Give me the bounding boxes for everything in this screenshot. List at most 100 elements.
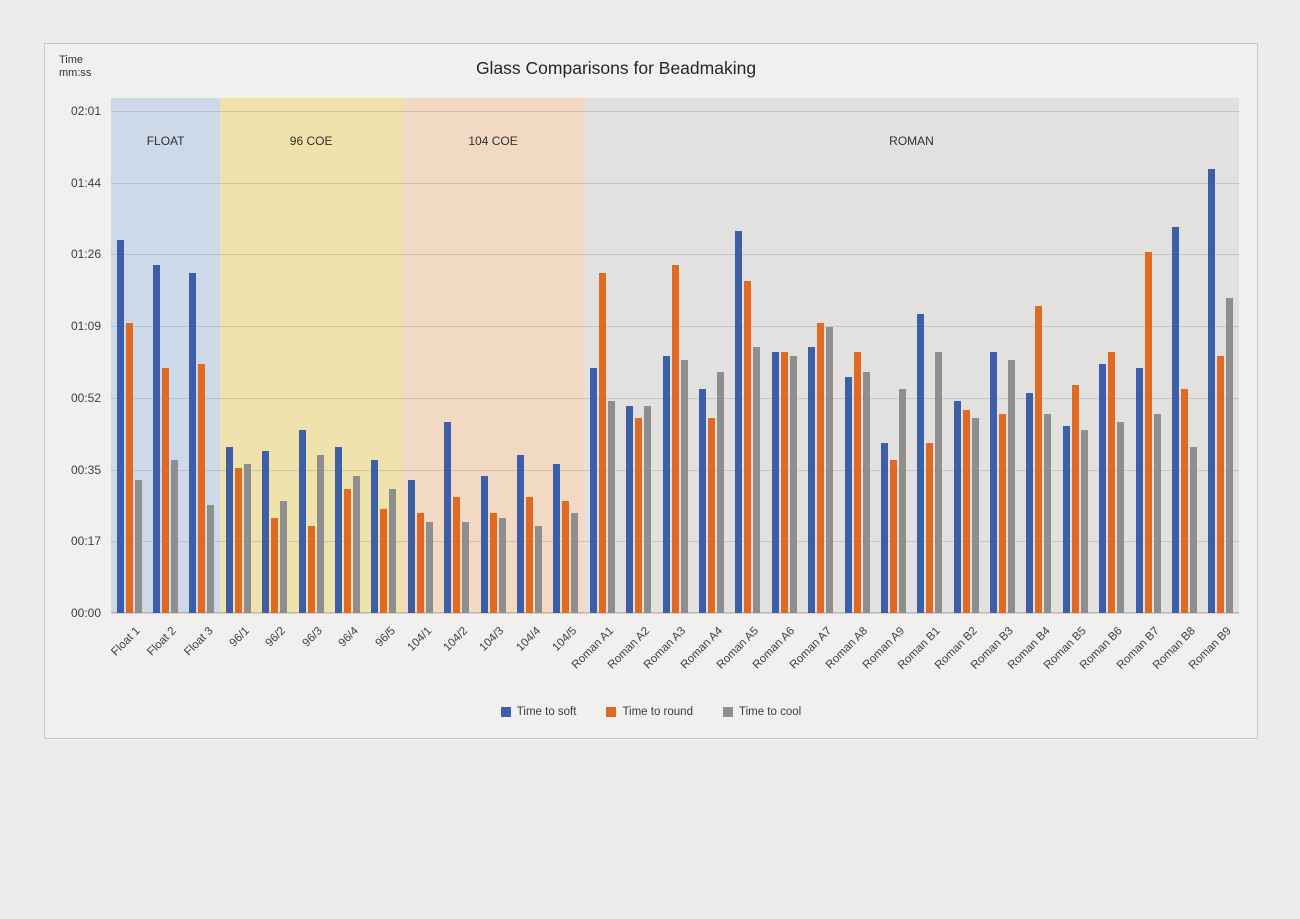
bar-group-roman-a4 <box>693 111 729 613</box>
bar-group-104-5 <box>548 111 584 613</box>
bar-time-to-soft-roman-b3 <box>990 351 998 613</box>
bar-time-to-round-96-2 <box>271 517 279 613</box>
bar-time-to-round-float-3 <box>198 364 206 613</box>
y-axis-title-line1: Time <box>59 54 84 66</box>
bar-time-to-cool-roman-b5 <box>1080 430 1088 613</box>
bar-time-to-soft-float-1 <box>116 239 124 613</box>
bar-group-96-4 <box>329 111 365 613</box>
bar-time-to-round-roman-a2 <box>635 418 643 613</box>
bar-time-to-soft-96-4 <box>335 447 343 613</box>
bar-group-96-2 <box>257 111 293 613</box>
bar-groups <box>111 111 1239 613</box>
bar-time-to-cool-96-3 <box>316 455 324 613</box>
bar-time-to-soft-roman-b2 <box>953 401 961 613</box>
bar-time-to-soft-roman-b6 <box>1099 364 1107 613</box>
bar-time-to-round-roman-b5 <box>1071 384 1079 613</box>
bar-time-to-soft-104-4 <box>516 455 524 613</box>
bar-time-to-cool-roman-a7 <box>826 326 834 613</box>
legend-item-time-to-round: Time to round <box>606 706 693 718</box>
y-tick-label-00-35: 00:35 <box>70 462 101 477</box>
y-tick-label-01-26: 01:26 <box>70 247 101 262</box>
bar-time-to-soft-float-3 <box>189 272 197 613</box>
bar-group-104-1 <box>402 111 438 613</box>
bar-time-to-cool-roman-a6 <box>789 355 797 613</box>
bar-group-roman-b9 <box>1203 111 1239 613</box>
bar-time-to-round-roman-a6 <box>780 351 788 613</box>
bar-time-to-soft-96-3 <box>298 430 306 613</box>
bar-time-to-round-roman-a9 <box>889 459 897 613</box>
x-label-float-1: Float 1 <box>109 625 143 659</box>
bar-time-to-soft-roman-a4 <box>698 388 706 613</box>
bar-time-to-round-roman-b3 <box>999 413 1007 613</box>
bar-group-roman-b7 <box>1130 111 1166 613</box>
bar-time-to-cool-96-2 <box>280 500 288 613</box>
bar-time-to-cool-96-5 <box>389 488 397 613</box>
y-axis-title-line2: mm:ss <box>59 67 92 79</box>
bar-time-to-round-roman-a1 <box>598 272 606 613</box>
bar-time-to-soft-roman-b1 <box>917 314 925 613</box>
y-tick-label-00-52: 00:52 <box>70 390 101 405</box>
band-label-roman: ROMAN <box>889 134 934 148</box>
bar-time-to-cool-104-1 <box>425 521 433 613</box>
x-label-104-3: 104/3 <box>477 625 507 654</box>
legend-label-time-to-round: Time to round <box>622 706 693 718</box>
bar-time-to-soft-96-5 <box>371 459 379 613</box>
bar-time-to-soft-roman-b8 <box>1172 227 1180 613</box>
bar-time-to-round-roman-a8 <box>853 351 861 613</box>
bar-time-to-round-roman-b7 <box>1144 252 1152 613</box>
x-label-104-1: 104/1 <box>404 625 434 654</box>
bar-time-to-cool-roman-b2 <box>971 418 979 613</box>
y-tick-label-00-17: 00:17 <box>70 534 101 549</box>
bar-time-to-round-float-1 <box>125 322 133 613</box>
bar-group-roman-b2 <box>948 111 984 613</box>
bar-time-to-soft-roman-a9 <box>880 442 888 613</box>
bar-group-roman-a6 <box>766 111 802 613</box>
bar-group-104-3 <box>475 111 511 613</box>
chart-title: Glass Comparisons for Beadmaking <box>475 58 757 78</box>
x-label-96-2: 96/2 <box>263 625 289 650</box>
x-label-float-2: Float 2 <box>145 625 180 659</box>
bar-time-to-round-roman-a7 <box>817 322 825 613</box>
gridline <box>111 613 1239 614</box>
x-axis: Float 1 Float 2 Float 3 96/1 96/2 96/3 96/4 96/… <box>109 619 1239 714</box>
x-label-96-1: 96/1 <box>227 625 252 650</box>
bar-time-to-soft-104-3 <box>480 476 488 613</box>
bar-group-float-2 <box>147 111 183 613</box>
bar-time-to-cool-float-1 <box>134 480 142 613</box>
bar-time-to-round-roman-a4 <box>707 418 715 613</box>
bar-group-roman-b4 <box>1021 111 1057 613</box>
band-label-float: FLOAT <box>146 134 185 148</box>
bar-time-to-soft-roman-b9 <box>1208 169 1216 613</box>
bar-group-roman-b6 <box>1094 111 1130 613</box>
bar-time-to-round-roman-b1 <box>926 442 934 613</box>
bar-group-roman-a3 <box>657 111 693 613</box>
bar-time-to-round-104-4 <box>525 496 533 613</box>
bar-group-roman-a1 <box>584 111 620 613</box>
bar-time-to-cool-roman-a2 <box>644 405 652 613</box>
bar-time-to-soft-104-5 <box>553 463 561 613</box>
bar-group-roman-b8 <box>1166 111 1202 613</box>
bar-time-to-round-96-4 <box>344 488 352 613</box>
bar-group-roman-a7 <box>802 111 838 613</box>
x-label-96-5: 96/5 <box>373 625 398 650</box>
bar-time-to-round-104-5 <box>562 500 570 613</box>
bar-time-to-cool-roman-a5 <box>753 347 761 613</box>
bar-time-to-soft-roman-a5 <box>735 231 743 613</box>
bar-group-roman-b5 <box>1057 111 1093 613</box>
y-tick-label-01-09: 01:09 <box>70 319 101 334</box>
bar-time-to-soft-96-2 <box>262 451 270 613</box>
bar-time-to-round-roman-a3 <box>671 264 679 613</box>
x-label-96-3: 96/3 <box>300 625 325 650</box>
y-axis: 02:01 01:44 01:26 01:09 00:52 00:35 00:17 00:00 <box>45 104 101 620</box>
bar-time-to-soft-roman-a8 <box>844 376 852 613</box>
gridline <box>111 254 1239 256</box>
band-roman: ROMAN <box>584 98 1239 613</box>
bar-time-to-cool-roman-b8 <box>1190 447 1198 613</box>
bar-time-to-round-roman-b4 <box>1035 306 1043 613</box>
band-label-96-coe: 96 COE <box>289 134 333 148</box>
bar-group-96-1 <box>220 111 256 613</box>
chart-frame: Time mm:ss Glass Comparisons for Beadmak… <box>44 43 1258 739</box>
bar-time-to-cool-float-2 <box>171 459 179 613</box>
bar-time-to-round-roman-b2 <box>962 409 970 613</box>
gridline <box>111 111 1239 112</box>
